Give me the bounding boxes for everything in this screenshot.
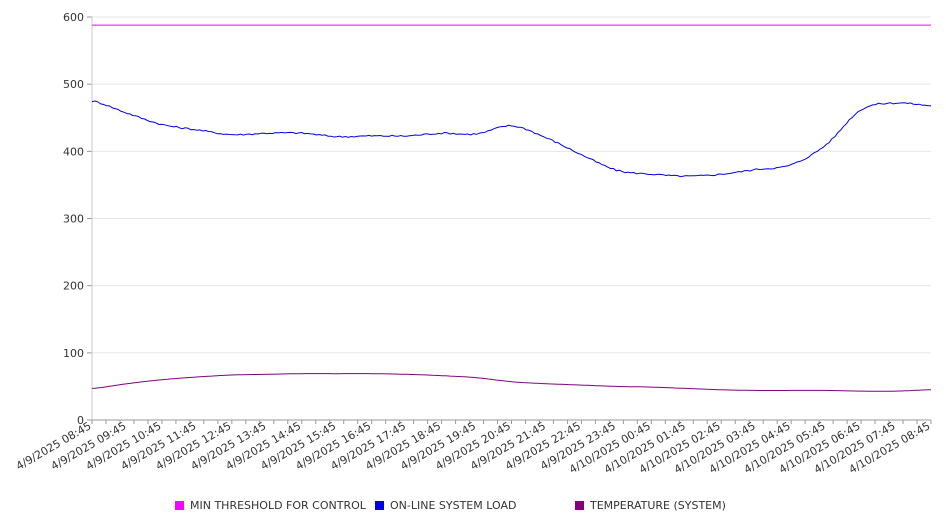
x-tick-labels: 4/9/2025 08:454/9/2025 09:454/9/2025 10:… xyxy=(14,419,933,476)
legend-item-online-system-load[interactable]: ON-LINE SYSTEM LOAD xyxy=(375,499,516,512)
y-tick-label: 600 xyxy=(63,11,84,24)
y-tick-labels: 0 100 200 300 400 500 600 xyxy=(63,11,84,427)
legend-item-min-threshold[interactable]: MIN THRESHOLD FOR CONTROL xyxy=(175,499,366,512)
y-tick-label: 500 xyxy=(63,78,84,91)
series-line-on-line-system-load xyxy=(91,100,931,178)
y-tick-label: 400 xyxy=(63,145,84,158)
axes xyxy=(87,16,932,424)
gridlines xyxy=(92,16,931,354)
y-tick-label: 100 xyxy=(63,347,84,360)
legend-swatch-temperature xyxy=(575,501,584,510)
legend-label-temperature: TEMPERATURE (SYSTEM) xyxy=(590,499,726,512)
legend-swatch-online-system-load xyxy=(375,501,384,510)
chart-legend: MIN THRESHOLD FOR CONTROL ON-LINE SYSTEM… xyxy=(0,499,946,513)
y-tick-label: 200 xyxy=(63,280,84,293)
legend-label-online-system-load: ON-LINE SYSTEM LOAD xyxy=(390,499,517,512)
series-lines xyxy=(91,24,931,392)
legend-swatch-min-threshold xyxy=(175,501,184,510)
y-tick-label: 0 xyxy=(77,414,84,427)
legend-item-temperature[interactable]: TEMPERATURE (SYSTEM) xyxy=(575,499,726,512)
legend-label-min-threshold: MIN THRESHOLD FOR CONTROL xyxy=(190,499,366,512)
y-tick-label: 300 xyxy=(63,213,84,226)
series-line-temperature-system xyxy=(91,373,931,392)
